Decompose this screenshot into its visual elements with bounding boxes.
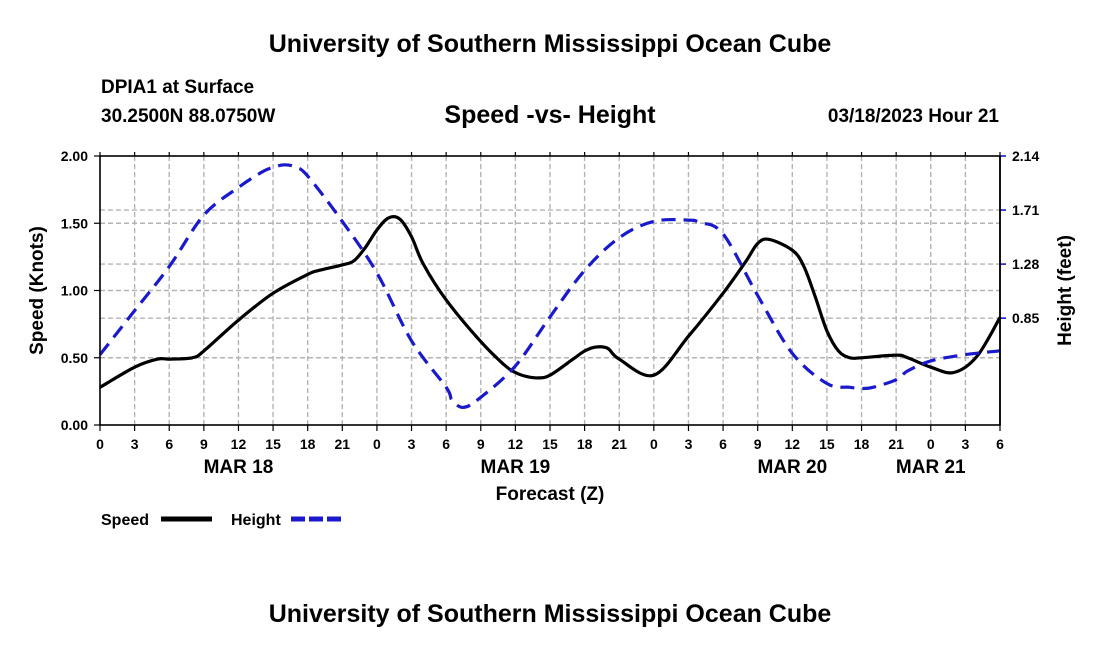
x-tick-label: 21 <box>611 436 627 452</box>
x-axis-title: Forecast (Z) <box>496 484 605 505</box>
forecast-timestamp: 03/18/2023 Hour 21 <box>827 106 999 127</box>
x-tick-label: 12 <box>508 436 524 452</box>
y2-axis-title: Height (feet) <box>1055 235 1076 346</box>
x-tick-label: 3 <box>408 436 416 452</box>
y-tick-label: 0.00 <box>61 417 88 433</box>
y2-tick-label: 2.14 <box>1012 148 1039 164</box>
y2-tick-label: 0.85 <box>1012 310 1039 326</box>
x-tick-label: 21 <box>335 436 351 452</box>
station-label: DPIA1 at Surface <box>101 77 255 98</box>
x-tick-label: 12 <box>785 436 801 452</box>
x-tick-label: 3 <box>131 436 139 452</box>
day-label: MAR 21 <box>896 457 966 478</box>
y-tick-label: 1.00 <box>61 283 88 299</box>
y2-tick-label: 1.28 <box>1012 256 1039 272</box>
series-layer <box>98 163 1002 409</box>
x-tick-label: 0 <box>650 436 658 452</box>
x-tick-label: 9 <box>754 436 762 452</box>
x-tick-label: 3 <box>961 436 969 452</box>
x-tick-label: 9 <box>200 436 208 452</box>
y-tick-label: 2.00 <box>61 148 88 164</box>
legend-label-speed: Speed <box>101 512 149 529</box>
x-tick-label: 6 <box>719 436 727 452</box>
x-tick-label: 6 <box>442 436 450 452</box>
x-tick-label: 18 <box>854 436 870 452</box>
top-title: University of Southern Mississippi Ocean… <box>268 30 832 58</box>
x-tick-label: 15 <box>265 436 281 452</box>
chart-title: Speed -vs- Height <box>444 101 656 129</box>
y-axis-title: Speed (Knots) <box>27 226 48 355</box>
legend-label-height: Height <box>231 512 281 529</box>
grid-layer <box>100 156 1000 425</box>
x-tick-label: 18 <box>300 436 316 452</box>
y-tick-label: 1.50 <box>61 215 88 231</box>
x-tick-label: 0 <box>373 436 381 452</box>
x-tick-label: 0 <box>927 436 935 452</box>
x-tick-label: 6 <box>996 436 1004 452</box>
x-tick-label: 18 <box>577 436 593 452</box>
coordinates-label: 30.2500N 88.0750W <box>101 106 276 127</box>
y-tick-label: 0.50 <box>61 350 88 366</box>
x-tick-label: 0 <box>96 436 104 452</box>
series-line-speed <box>99 215 1002 389</box>
x-tick-label: 15 <box>819 436 835 452</box>
x-tick-label: 15 <box>542 436 558 452</box>
x-tick-label: 21 <box>888 436 904 452</box>
labels-layer: 0 3 6 9 12 15 18 21 0 3 6 9 12 15 18 21 0 3 6 9 12 15 18 21 0 3 6 0… <box>27 148 1076 505</box>
x-tick-label: 3 <box>685 436 693 452</box>
axes-layer <box>94 152 1006 431</box>
day-label: MAR 19 <box>481 457 551 478</box>
day-label: MAR 20 <box>757 457 827 478</box>
legend-layer: Speed Height <box>101 512 342 529</box>
y2-tick-label: 1.71 <box>1012 202 1039 218</box>
x-tick-label: 6 <box>165 436 173 452</box>
x-tick-label: 12 <box>231 436 247 452</box>
day-label: MAR 18 <box>204 457 274 478</box>
x-tick-label: 9 <box>477 436 485 452</box>
bottom-title: University of Southern Mississippi Ocean… <box>268 600 832 628</box>
